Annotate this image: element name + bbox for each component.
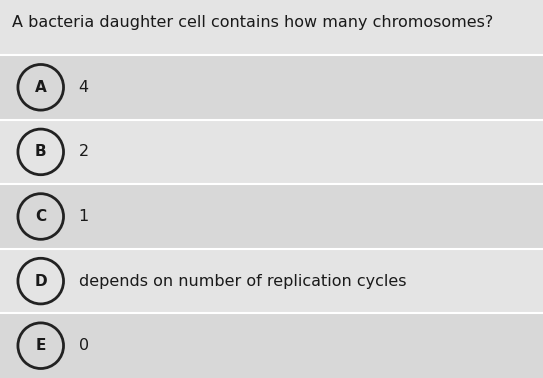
Ellipse shape — [18, 129, 64, 175]
Text: 0: 0 — [79, 338, 89, 353]
Text: 2: 2 — [79, 144, 89, 160]
Text: depends on number of replication cycles: depends on number of replication cycles — [79, 274, 406, 288]
Bar — [0, 184, 543, 249]
Ellipse shape — [18, 258, 64, 304]
Bar — [0, 55, 543, 119]
Ellipse shape — [18, 194, 64, 239]
Bar — [0, 313, 543, 378]
Text: A bacteria daughter cell contains how many chromosomes?: A bacteria daughter cell contains how ma… — [12, 15, 493, 30]
Bar — [0, 119, 543, 184]
Text: D: D — [34, 274, 47, 288]
Ellipse shape — [18, 323, 64, 369]
Text: E: E — [35, 338, 46, 353]
Text: B: B — [35, 144, 47, 160]
Ellipse shape — [18, 65, 64, 110]
Text: A: A — [35, 80, 47, 95]
Text: C: C — [35, 209, 46, 224]
Text: 1: 1 — [79, 209, 89, 224]
Bar — [0, 249, 543, 313]
Text: 4: 4 — [79, 80, 89, 95]
